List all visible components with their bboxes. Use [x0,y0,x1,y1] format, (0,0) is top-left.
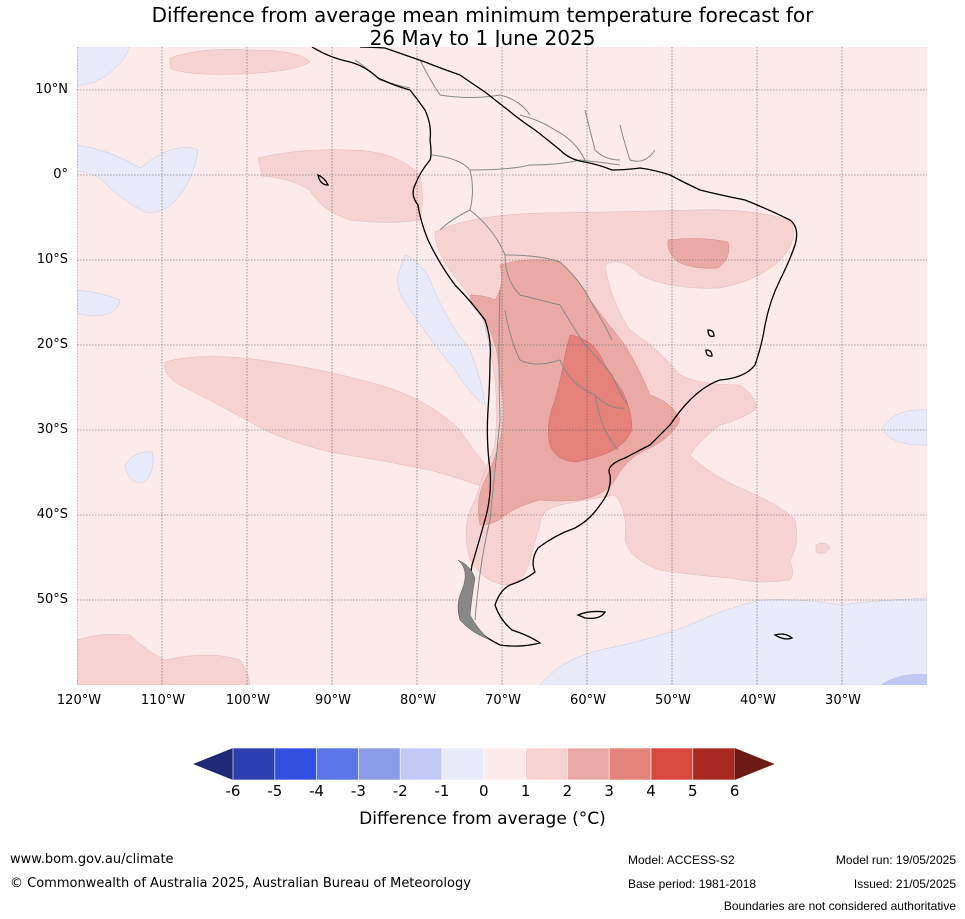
colorbar-tick-label: 0 [479,782,489,800]
colorbar-tick-label: 6 [729,782,740,800]
colorbar-tick-label: 5 [688,782,698,800]
lon-label: 60°W [570,693,606,708]
colorbar-tick-label: -6 [225,782,241,800]
lat-label: 10°N [35,82,68,97]
anomaly-warm-patch [815,542,831,554]
anomaly-warm-patch [667,238,730,269]
anomaly-cool-patch [397,254,486,406]
lat-label: 0° [53,167,68,182]
colorbar-tick-label: -4 [309,782,325,800]
anomaly-cool-patch [77,289,121,317]
colorbar-tick-label: 4 [646,782,656,800]
lon-label: 50°W [655,693,691,708]
lon-label: 40°W [740,693,776,708]
title-line-1: Difference from average mean minimum tem… [151,3,814,27]
lon-label: 120°W [56,693,102,708]
coastlines [311,47,798,647]
lon-label: 80°W [400,693,436,708]
colorbar-under-arrow [193,748,233,780]
lon-label: 90°W [315,693,351,708]
colorbar-segment [441,747,485,781]
lon-label: 110°W [140,693,186,708]
colorbar-tick-label: -2 [392,782,408,800]
chilean-archipelago [457,559,491,641]
colorbar-tick-label: 3 [604,782,614,800]
lat-label: 30°S [36,422,68,437]
colorbar-tick-label: 2 [562,782,573,800]
colorbar-tick-label: -1 [434,782,450,800]
anomaly-warm-patch [77,633,251,685]
colorbar-segment [399,747,443,781]
lat-label: 50°S [36,592,68,607]
colorbar-segment [358,747,401,781]
temperature-anomaly-map [77,47,927,685]
footer-model: Model: ACCESS-S2 [628,853,735,867]
colorbar-segment [608,747,652,781]
lon-label: 70°W [485,693,521,708]
country-borders [354,59,656,621]
anomaly-cool-patch [77,144,199,213]
lat-label: 40°S [36,507,68,522]
lat-label: 10°S [36,252,68,267]
footer-base-period: Base period: 1981-2018 [628,877,757,891]
footer-model-run: Model run: 19/05/2025 [835,853,956,867]
anomaly-cool-patch [539,597,927,685]
lon-label: 30°W [825,693,861,708]
anomaly-cool-patch [77,47,131,87]
colorbar-segment [274,747,317,781]
anomaly-cool-patch [881,409,927,446]
colorbar-label: Difference from average (°C) [359,809,606,829]
footer-copyright: © Commonwealth of Australia 2025, Austra… [10,876,471,891]
footer-issued: Issued: 21/05/2025 [853,877,956,891]
colorbar-tick-label: -3 [350,782,366,800]
colorbar-segment [525,747,568,781]
footer-disclaimer: Boundaries are not considered authoritat… [723,899,956,913]
anomaly-warm-patch [164,356,493,491]
footer-website: www.bom.gov.au/climate [10,852,174,867]
lon-label: 100°W [225,693,271,708]
anomaly-cool-patch [124,451,154,483]
graticule [77,47,927,685]
anomaly-cool-patch [880,673,927,685]
colorbar-tick-label: 1 [520,782,531,800]
colorbar-segment [316,747,359,781]
title-line-2: 26 May to 1 June 2025 [369,26,596,50]
colorbar-segment [650,747,694,781]
colorbar-segment [232,747,276,781]
anomaly-warm-patch [257,149,423,223]
colorbar-over-arrow [734,748,775,780]
colorbar-tick-label: -5 [267,782,283,800]
colorbar-segment [567,747,610,781]
map-title: Difference from average mean minimum tem… [0,4,965,50]
colorbar-segment [483,747,526,781]
colorbar-segment [692,747,735,781]
anomaly-warm-patch [169,49,311,75]
lat-label: 20°S [36,337,68,352]
colorbar [193,747,775,781]
